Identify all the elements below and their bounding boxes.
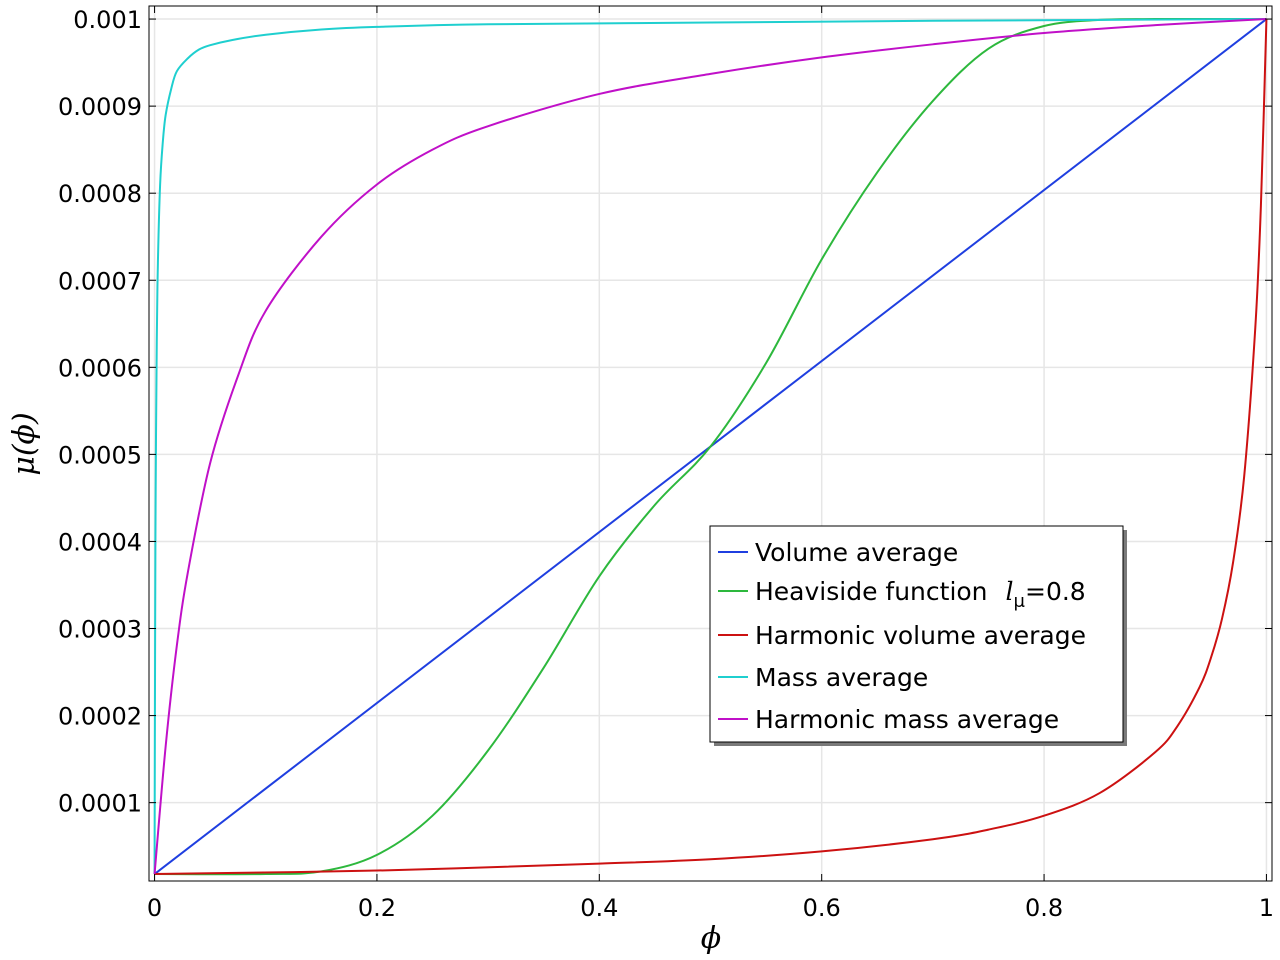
y-tick-label: 0.0003 xyxy=(58,616,142,644)
legend-items: Volume average Heaviside function lμ=0.8 Ha… xyxy=(718,538,1086,734)
y-tick-label: 0.0002 xyxy=(58,703,142,731)
series-line-mass-average xyxy=(153,18,1267,875)
tick-labels: 0 0.2 0.4 0.6 0.8 1 0.0001 0.0002 0.0003 0.0004 0.… xyxy=(58,6,1274,922)
y-axis-label: μ(ϕ) xyxy=(7,412,42,475)
legend-box xyxy=(709,525,1124,743)
x-tick-label: 1 xyxy=(1259,894,1274,922)
y-tick-label: 0.001 xyxy=(73,6,142,34)
x-tick-label: 0.4 xyxy=(580,894,618,922)
y-tick-label: 0.0004 xyxy=(58,528,142,556)
y-tick-label: 0.0009 xyxy=(58,93,142,121)
legend-label-heaviside-function: Heaviside function lμ=0.8 xyxy=(755,577,1086,612)
y-tick-label: 0.0006 xyxy=(58,354,142,382)
legend-label-harmonic-volume-average: Harmonic volume average xyxy=(755,621,1086,650)
plot-frame xyxy=(148,5,1273,882)
legend-label-volume-average: Volume average xyxy=(755,538,958,567)
y-tick-label: 0.0001 xyxy=(58,790,142,818)
series-line-heaviside-function xyxy=(154,17,1267,876)
y-tick-label: 0.0005 xyxy=(58,441,142,469)
x-tick-label: 0.2 xyxy=(358,894,396,922)
legend: Volume average Heaviside function lμ=0.8 Ha… xyxy=(709,525,1127,746)
y-tick-label: 0.0008 xyxy=(58,180,142,208)
x-tick-label: 0 xyxy=(147,894,162,922)
legend-label-mass-average: Mass average xyxy=(755,663,928,692)
axis-ticks xyxy=(149,6,1272,881)
series-layer xyxy=(153,17,1268,876)
y-tick-label: 0.0007 xyxy=(58,267,142,295)
x-tick-label: 0.6 xyxy=(803,894,841,922)
series-line-harmonic-volume-average xyxy=(154,19,1268,876)
legend-label-harmonic-mass-average: Harmonic mass average xyxy=(755,705,1059,734)
series-line-harmonic-mass-average xyxy=(153,18,1267,875)
x-axis-label: ϕ xyxy=(701,921,721,956)
x-tick-label: 0.8 xyxy=(1025,894,1063,922)
